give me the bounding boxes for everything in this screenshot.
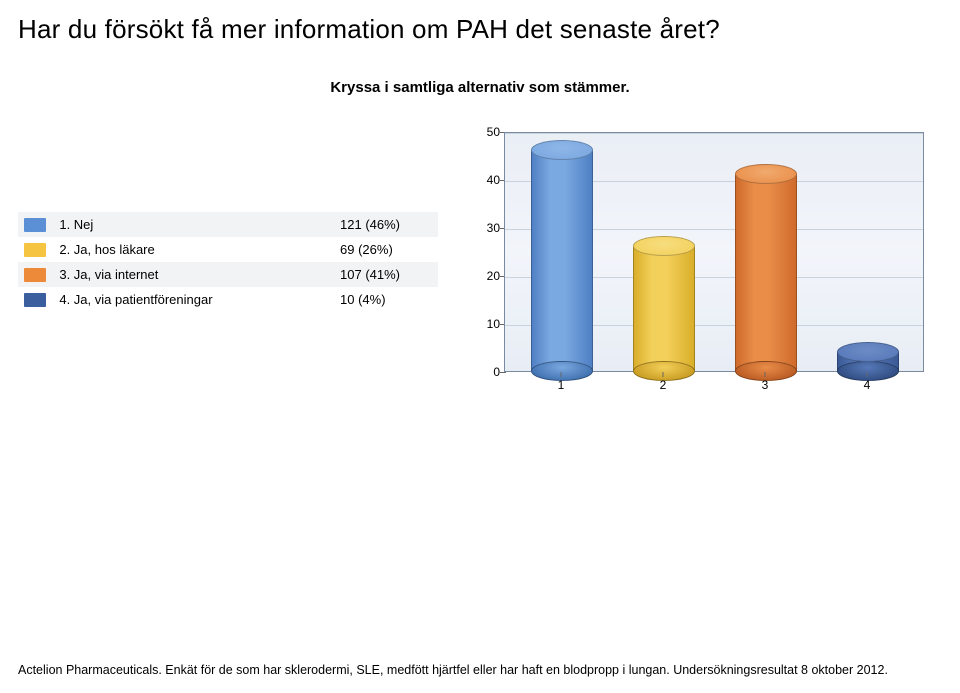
- legend-value: 107 (41%): [334, 262, 438, 287]
- y-tick-label: 20: [487, 269, 500, 283]
- chart-column: 01020304050 1234: [438, 132, 942, 388]
- legend-value: 10 (4%): [334, 287, 438, 312]
- y-tick-label: 0: [493, 365, 500, 379]
- y-tick-label: 50: [487, 125, 500, 139]
- legend-swatch: [24, 293, 46, 307]
- legend-label: 1. Nej: [53, 212, 334, 237]
- x-tick-label: 4: [864, 378, 871, 392]
- bar: [837, 352, 899, 371]
- legend-value: 69 (26%): [334, 237, 438, 262]
- legend-swatch-cell: [18, 212, 53, 237]
- bar-chart: 01020304050 1234: [466, 132, 936, 388]
- x-tick-mark: [663, 372, 664, 377]
- legend-swatch: [24, 243, 46, 257]
- legend-row: 1. Nej121 (46%): [18, 212, 438, 237]
- legend-label: 2. Ja, hos läkare: [53, 237, 334, 262]
- legend-row: 3. Ja, via internet107 (41%): [18, 262, 438, 287]
- bar: [735, 174, 797, 371]
- bar: [531, 150, 593, 371]
- legend-row: 2. Ja, hos läkare69 (26%): [18, 237, 438, 262]
- legend-row: 4. Ja, via patientföreningar10 (4%): [18, 287, 438, 312]
- bar: [633, 246, 695, 371]
- legend-label: 3. Ja, via internet: [53, 262, 334, 287]
- y-tick-label: 10: [487, 317, 500, 331]
- x-tick-mark: [867, 372, 868, 377]
- legend-label: 4. Ja, via patientföreningar: [53, 287, 334, 312]
- legend-swatch-cell: [18, 287, 53, 312]
- x-tick-label: 2: [660, 378, 667, 392]
- footer-text: Actelion Pharmaceuticals. Enkät för de s…: [18, 663, 888, 677]
- x-tick-mark: [561, 372, 562, 377]
- y-axis: 01020304050: [466, 132, 504, 372]
- legend-value: 121 (46%): [334, 212, 438, 237]
- legend-swatch: [24, 218, 46, 232]
- x-tick-label: 1: [558, 378, 565, 392]
- page-title: Har du försökt få mer information om PAH…: [18, 14, 942, 45]
- plot-area: [504, 132, 924, 372]
- legend-swatch: [24, 268, 46, 282]
- x-tick-mark: [765, 372, 766, 377]
- bars-group: [505, 133, 923, 371]
- page-root: Har du försökt få mer information om PAH…: [0, 0, 960, 693]
- legend-column: 1. Nej121 (46%)2. Ja, hos läkare69 (26%)…: [18, 132, 438, 388]
- legend-swatch-cell: [18, 262, 53, 287]
- x-tick-label: 3: [762, 378, 769, 392]
- legend-swatch-cell: [18, 237, 53, 262]
- legend-table: 1. Nej121 (46%)2. Ja, hos läkare69 (26%)…: [18, 212, 438, 312]
- page-subtitle: Kryssa i samtliga alternativ som stämmer…: [18, 79, 942, 96]
- y-tick-label: 40: [487, 173, 500, 187]
- content-row: 1. Nej121 (46%)2. Ja, hos läkare69 (26%)…: [18, 132, 942, 388]
- x-axis: 1 2 3 4: [504, 372, 924, 396]
- y-tick-label: 30: [487, 221, 500, 235]
